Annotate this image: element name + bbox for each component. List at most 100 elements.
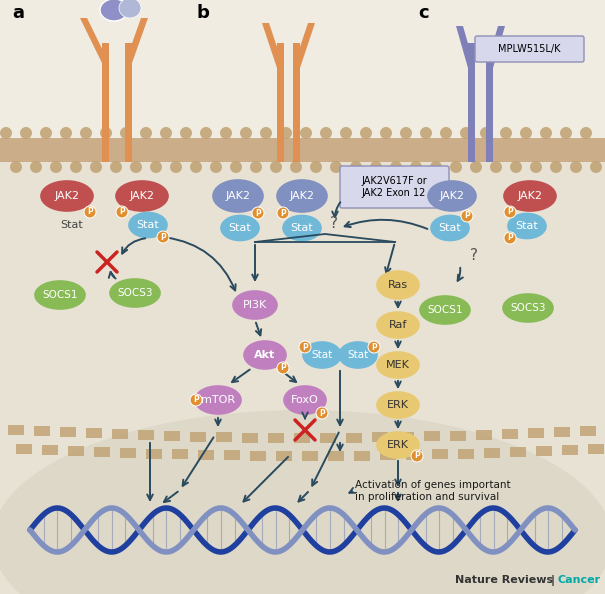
- Text: SOCS3: SOCS3: [510, 303, 546, 313]
- Circle shape: [550, 161, 562, 173]
- Text: Stat: Stat: [60, 220, 83, 230]
- Bar: [68, 446, 84, 456]
- Circle shape: [0, 127, 12, 139]
- Bar: [198, 450, 214, 460]
- Bar: [242, 432, 258, 443]
- Text: P: P: [319, 409, 325, 418]
- Circle shape: [520, 127, 532, 139]
- Polygon shape: [80, 18, 109, 63]
- Polygon shape: [262, 23, 284, 68]
- Circle shape: [330, 161, 342, 173]
- Text: JAK2: JAK2: [290, 191, 315, 201]
- Circle shape: [570, 161, 582, 173]
- Bar: [432, 449, 448, 459]
- Text: Stat: Stat: [229, 223, 251, 233]
- Text: FoxO: FoxO: [291, 395, 319, 405]
- Bar: [354, 451, 370, 461]
- Text: JAK2: JAK2: [54, 191, 79, 201]
- Text: Stat: Stat: [290, 223, 313, 233]
- Bar: [138, 430, 154, 440]
- Circle shape: [320, 127, 332, 139]
- Text: Stat: Stat: [312, 350, 333, 360]
- Text: mTOR: mTOR: [201, 395, 235, 405]
- Bar: [250, 451, 266, 461]
- Bar: [102, 43, 109, 162]
- Circle shape: [130, 161, 142, 173]
- Bar: [450, 431, 466, 441]
- Circle shape: [190, 161, 202, 173]
- Bar: [536, 446, 552, 456]
- Circle shape: [299, 341, 311, 353]
- Circle shape: [277, 362, 289, 374]
- Circle shape: [380, 127, 392, 139]
- Bar: [380, 450, 396, 460]
- Circle shape: [410, 161, 422, 173]
- Text: P: P: [464, 211, 470, 220]
- Bar: [60, 428, 76, 437]
- Ellipse shape: [41, 181, 93, 211]
- Circle shape: [90, 161, 102, 173]
- Bar: [580, 426, 596, 436]
- Bar: [216, 432, 232, 442]
- Bar: [346, 433, 362, 443]
- Circle shape: [280, 127, 292, 139]
- Circle shape: [120, 127, 132, 139]
- Ellipse shape: [116, 181, 168, 211]
- Circle shape: [440, 127, 452, 139]
- Text: P: P: [280, 208, 286, 217]
- Polygon shape: [456, 26, 475, 68]
- Text: MPLW515L/K: MPLW515L/K: [498, 44, 560, 54]
- Text: Stat: Stat: [137, 220, 159, 230]
- FancyBboxPatch shape: [475, 36, 584, 62]
- Text: P: P: [87, 207, 93, 216]
- Bar: [224, 450, 240, 460]
- Text: P: P: [371, 343, 377, 352]
- Circle shape: [590, 161, 602, 173]
- Bar: [468, 43, 475, 162]
- Circle shape: [230, 161, 242, 173]
- Circle shape: [80, 127, 92, 139]
- Circle shape: [400, 127, 412, 139]
- Circle shape: [240, 127, 252, 139]
- Bar: [486, 43, 493, 162]
- Circle shape: [460, 127, 472, 139]
- Text: ?: ?: [330, 216, 338, 231]
- Circle shape: [350, 161, 362, 173]
- Text: Nature Reviews: Nature Reviews: [455, 575, 553, 585]
- Text: P: P: [193, 396, 199, 405]
- Circle shape: [260, 127, 272, 139]
- Circle shape: [461, 210, 473, 222]
- Polygon shape: [486, 26, 505, 68]
- Circle shape: [510, 161, 522, 173]
- Text: P: P: [119, 207, 125, 216]
- Circle shape: [20, 127, 32, 139]
- Text: P: P: [507, 233, 513, 242]
- Circle shape: [220, 127, 232, 139]
- Circle shape: [390, 161, 402, 173]
- Bar: [0, 138, 605, 162]
- Bar: [406, 450, 422, 460]
- Bar: [484, 448, 500, 458]
- Bar: [328, 451, 344, 461]
- Text: MEK: MEK: [386, 360, 410, 370]
- Bar: [42, 445, 58, 455]
- Bar: [476, 430, 492, 440]
- Bar: [16, 444, 32, 454]
- Bar: [190, 432, 206, 442]
- Circle shape: [500, 127, 512, 139]
- Bar: [34, 426, 50, 437]
- Circle shape: [252, 207, 264, 219]
- Bar: [86, 428, 102, 438]
- Bar: [276, 451, 292, 461]
- Ellipse shape: [277, 180, 327, 212]
- Circle shape: [190, 394, 202, 406]
- Text: JAK2: JAK2: [226, 191, 250, 201]
- Circle shape: [10, 161, 22, 173]
- Text: b: b: [197, 4, 210, 22]
- Circle shape: [310, 161, 322, 173]
- Text: SOCS3: SOCS3: [117, 288, 152, 298]
- Ellipse shape: [195, 386, 241, 414]
- Polygon shape: [125, 18, 148, 63]
- Ellipse shape: [420, 296, 470, 324]
- Circle shape: [300, 127, 312, 139]
